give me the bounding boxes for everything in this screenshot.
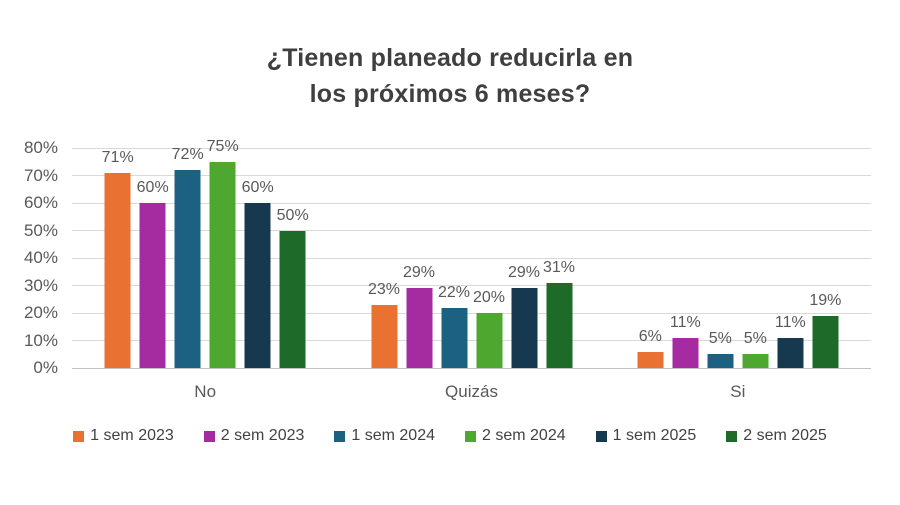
bar: 5% — [707, 330, 734, 368]
gridline — [72, 285, 871, 286]
bar: 29% — [403, 264, 435, 368]
bar-value-label: 23% — [367, 280, 401, 298]
legend-swatch — [334, 430, 346, 442]
gridline — [72, 230, 871, 231]
bar: 29% — [508, 264, 540, 368]
x-category-label: No — [194, 382, 217, 401]
gridline — [72, 202, 871, 204]
bar: 23% — [368, 281, 400, 368]
bar: 71% — [102, 149, 134, 368]
legend-item-label: 1 sem 2025 — [612, 427, 697, 444]
legend-item: 1 sem 2024 — [334, 427, 435, 445]
bar: 20% — [473, 289, 505, 368]
bar-group: 6% 11% 5% 5% 11% 19% — [637, 292, 841, 368]
legend-item-label: 1 sem 2024 — [351, 427, 435, 444]
gridline — [72, 340, 871, 341]
bar-value-label: 29% — [402, 264, 436, 282]
bar-value-label: 11% — [774, 313, 806, 331]
legend-item-label: 2 sem 2025 — [743, 427, 827, 444]
y-tick-label: 20% — [23, 303, 58, 322]
legend-item-label: 2 sem 2024 — [482, 427, 566, 444]
chart-title-line-2: los próximos 6 meses? — [309, 80, 591, 108]
bar-value-label: 5% — [708, 330, 732, 348]
legend-item-label: 1 sem 2023 — [90, 427, 174, 444]
chart-title-line-1: ¿Tienen planeado reducirla en — [266, 44, 634, 72]
bar-group: 71% 60% 72% 75% 60% 50% — [102, 138, 309, 368]
legend-item-label: 2 sem 2023 — [220, 427, 305, 444]
bar: 22% — [438, 284, 470, 368]
bar-value-label: 29% — [507, 264, 541, 282]
y-tick-label: 80% — [23, 138, 58, 157]
legend-item: 2 sem 2024 — [465, 427, 566, 445]
bar: 75% — [207, 138, 239, 368]
bar-value-label: 19% — [809, 291, 842, 309]
bar-value-label: 5% — [743, 330, 767, 348]
y-tick-label: 70% — [23, 165, 58, 185]
legend-swatch — [73, 430, 85, 442]
y-tick-label: 0% — [33, 358, 58, 377]
gridline — [72, 257, 871, 259]
legend-item: 2 sem 2025 — [726, 427, 827, 445]
bar: 50% — [277, 207, 309, 368]
bar-value-label: 6% — [638, 327, 662, 345]
y-tick-label: 40% — [23, 248, 58, 267]
bar-value-label: 60% — [136, 179, 169, 196]
gridline — [72, 312, 871, 314]
bar-value-label: 20% — [472, 289, 506, 306]
legend-item: 1 sem 2023 — [73, 427, 174, 445]
legend-swatch — [726, 430, 738, 442]
bar: 5% — [742, 330, 769, 368]
y-tick-label: 30% — [23, 275, 58, 295]
bar-value-label: 71% — [101, 148, 134, 166]
bar: 60% — [137, 179, 169, 368]
bar: 31% — [543, 259, 575, 368]
bar-value-label: 11% — [669, 313, 701, 331]
y-tick-label: 60% — [23, 193, 58, 212]
gridline — [72, 175, 871, 176]
bar: 19% — [809, 292, 841, 368]
bar: 6% — [637, 328, 664, 368]
legend: 1 sem 2023 2 sem 2023 1 sem 2024 2 sem 2024… — [0, 427, 900, 445]
legend-swatch — [203, 430, 215, 442]
legend-swatch — [465, 430, 476, 442]
legend-item: 2 sem 2023 — [203, 427, 305, 445]
bar: 11% — [775, 314, 806, 368]
bar-value-label: 31% — [542, 258, 576, 276]
legend-swatch — [595, 430, 607, 442]
bar: 72% — [172, 146, 204, 368]
bar-value-label: 72% — [171, 146, 204, 163]
gridline — [72, 147, 871, 149]
bar-group: 23% 29% 22% 20% 29% 31% — [368, 259, 575, 368]
legend-item: 1 sem 2025 — [595, 427, 697, 445]
bar-value-label: 60% — [241, 179, 274, 196]
bar-value-label: 22% — [437, 283, 471, 301]
bar: 60% — [242, 179, 274, 368]
chart-title: ¿Tienen planeado reducirla en los próxim… — [0, 40, 900, 112]
x-axis-baseline — [72, 367, 871, 369]
bar-value-label: 75% — [206, 137, 239, 155]
x-category-label: Si — [730, 382, 746, 401]
plot-area: 0% 10% 20% 30% 40% 50% 60% 70% 80% 71% 60% 72% 75% 60… — [24, 138, 871, 401]
bar: 11% — [670, 314, 701, 368]
y-tick-label: 10% — [23, 330, 58, 350]
x-category-label: Quizás — [445, 382, 498, 401]
y-tick-label: 50% — [23, 220, 58, 240]
bar-value-label: 50% — [276, 206, 309, 224]
